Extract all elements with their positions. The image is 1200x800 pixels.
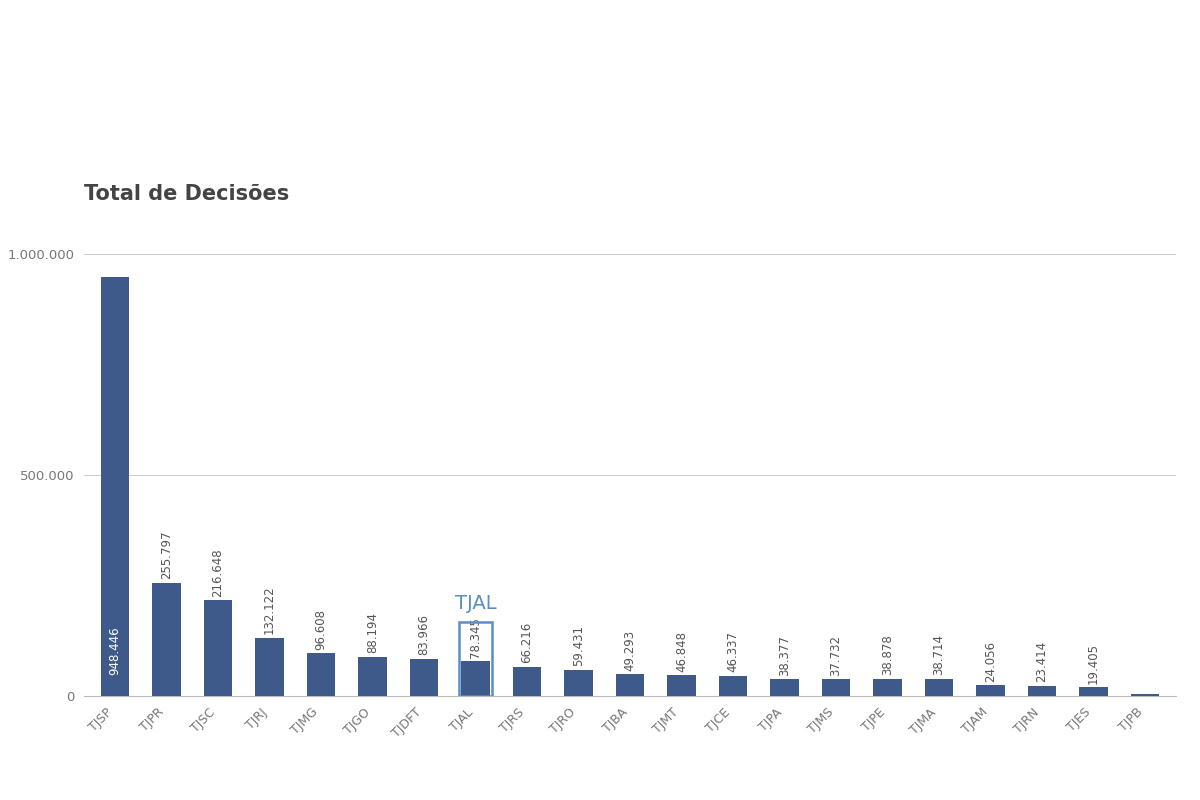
Text: 66.216: 66.216 [521, 622, 534, 663]
Text: 37.732: 37.732 [829, 634, 842, 676]
Bar [101, 277, 130, 696]
Text: 59.431: 59.431 [572, 626, 584, 666]
Text: 49.293: 49.293 [624, 630, 636, 670]
Text: 88.194: 88.194 [366, 613, 379, 654]
Text: 38.714: 38.714 [932, 634, 946, 675]
Bar [152, 583, 180, 696]
Text: 24.056: 24.056 [984, 641, 997, 682]
Bar [616, 674, 644, 696]
Bar [307, 654, 335, 696]
Bar [461, 662, 490, 696]
Bar [1028, 686, 1056, 696]
Bar [458, 622, 492, 696]
Text: 255.797: 255.797 [160, 531, 173, 579]
Text: 78.345: 78.345 [469, 617, 482, 658]
Text: 46.848: 46.848 [676, 630, 688, 672]
Text: 132.122: 132.122 [263, 586, 276, 634]
Bar [256, 638, 283, 696]
Text: 19.405: 19.405 [1087, 643, 1100, 684]
Bar [512, 666, 541, 696]
Bar [719, 675, 748, 696]
Bar [770, 679, 799, 696]
Text: 23.414: 23.414 [1036, 641, 1049, 682]
Bar [359, 657, 386, 696]
Text: 948.446: 948.446 [108, 626, 121, 675]
Bar [667, 675, 696, 696]
Text: TJAL: TJAL [455, 594, 497, 613]
Bar [204, 600, 232, 696]
Bar [1080, 687, 1108, 696]
Text: 83.966: 83.966 [418, 614, 431, 655]
Bar [564, 670, 593, 696]
Bar [977, 686, 1004, 696]
Text: 38.878: 38.878 [881, 634, 894, 675]
Bar [409, 659, 438, 696]
Bar [874, 679, 901, 696]
Bar [822, 679, 851, 696]
Bar [925, 679, 953, 696]
Text: 46.337: 46.337 [726, 631, 739, 672]
Bar [1130, 694, 1159, 696]
Text: 38.377: 38.377 [778, 634, 791, 675]
Text: Total de Decisões: Total de Decisões [84, 184, 289, 204]
Text: 216.648: 216.648 [211, 548, 224, 597]
Text: 96.608: 96.608 [314, 609, 328, 650]
